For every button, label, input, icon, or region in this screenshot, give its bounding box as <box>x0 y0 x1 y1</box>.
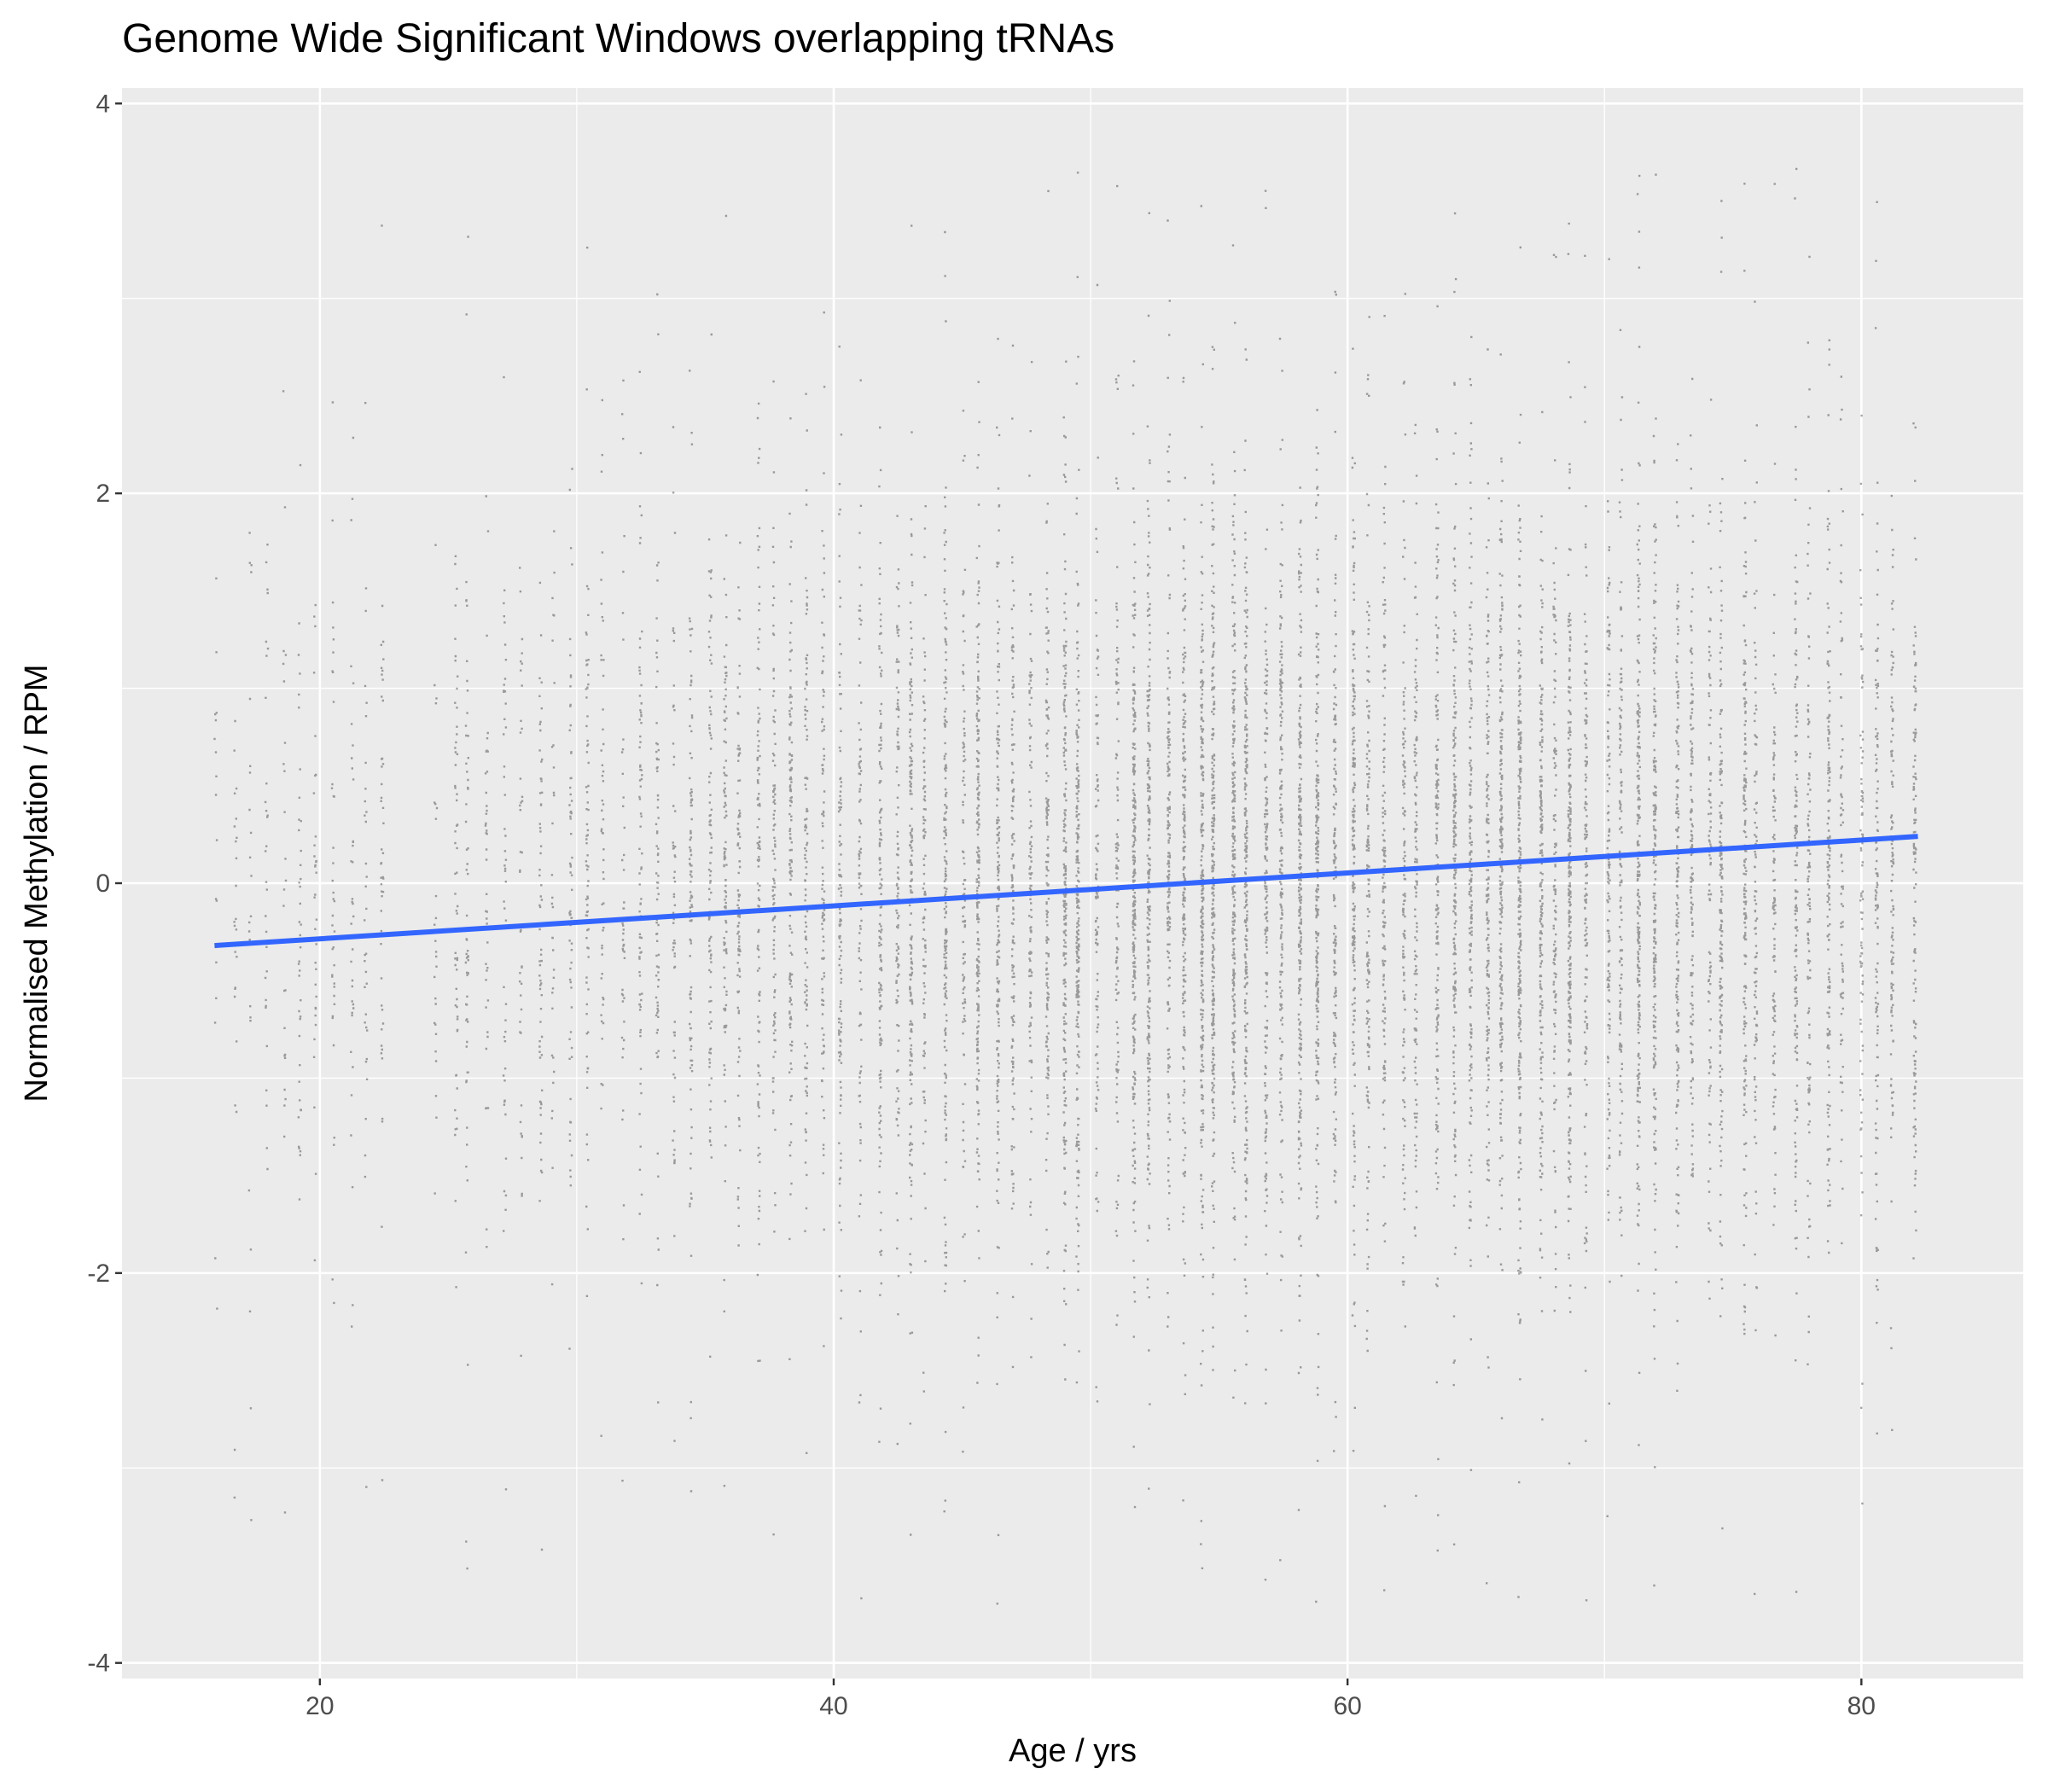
data-point-column <box>1689 377 1695 1178</box>
data-point-column <box>804 393 809 1454</box>
x-axis: 20 40 60 80 <box>305 1679 1876 1720</box>
data-point-column <box>756 402 761 1363</box>
data-point-column <box>1452 212 1457 1545</box>
data-point-column <box>1468 335 1474 1471</box>
data-point-column <box>1182 376 1187 1502</box>
x-axis-title: Age / yrs <box>1009 1733 1137 1769</box>
data-point-column <box>1839 375 1845 1245</box>
y-tick-label: 0 <box>96 870 110 898</box>
data-point-column <box>550 530 556 1286</box>
x-tick-label: 40 <box>819 1692 847 1720</box>
data-point-column <box>1618 329 1624 1277</box>
data-point-column <box>1743 183 1748 1335</box>
y-tick-label: 2 <box>96 480 110 508</box>
data-point-column <box>858 379 863 1600</box>
data-point-column <box>538 581 544 1551</box>
data-point-column <box>1498 353 1504 1420</box>
major-gridlines <box>122 88 2023 1679</box>
data-point-column <box>1132 360 1137 1509</box>
data-point-column <box>771 380 777 1536</box>
data-point-column <box>1719 200 1724 1530</box>
data-point-column <box>1413 423 1418 1498</box>
data-point-column <box>655 293 660 1404</box>
data-point-column <box>1772 183 1777 1337</box>
data-point-column <box>943 230 948 1513</box>
data-point-column <box>895 515 900 1446</box>
data-point-column <box>1297 486 1303 1511</box>
data-point-column <box>1889 494 1895 1431</box>
data-point-column <box>922 505 927 1393</box>
data-point-column <box>1146 212 1151 1490</box>
data-point-column <box>312 603 318 1262</box>
x-tick-label: 60 <box>1333 1692 1361 1720</box>
data-point-column <box>975 381 980 1384</box>
y-axis-title: Normalised Methylation / RPM <box>19 664 55 1102</box>
data-point-column <box>1166 219 1172 1328</box>
data-point-column <box>1859 414 1865 1505</box>
data-point-column <box>1351 347 1357 1452</box>
data-point-column <box>638 370 643 1285</box>
data-point-column <box>736 541 742 1247</box>
data-point-column <box>723 214 728 1487</box>
y-tick-label: -4 <box>87 1649 110 1678</box>
data-point-column <box>1114 184 1120 1326</box>
data-point-column <box>1243 348 1248 1405</box>
data-point-column <box>1794 167 1799 1593</box>
x-tick-label: 80 <box>1847 1692 1876 1720</box>
data-point-column <box>1552 253 1557 1312</box>
data-point-column <box>1807 255 1812 1366</box>
y-tick-label: 4 <box>96 90 110 118</box>
data-point-column <box>1517 246 1522 1598</box>
data-point-column <box>1912 422 1917 1260</box>
data-point-column <box>1539 410 1544 1421</box>
chart-title: Genome Wide Significant Windows overlapp… <box>122 16 1114 61</box>
data-point-column <box>1211 346 1216 1371</box>
data-point-column <box>620 379 626 1482</box>
data-point-column <box>1094 283 1100 1403</box>
trend-line <box>214 834 1918 949</box>
data-point-column <box>1485 348 1491 1585</box>
data-point-column <box>1401 293 1407 1328</box>
data-point-column <box>1010 344 1015 1369</box>
data-point-column <box>908 224 914 1536</box>
x-tick-label: 20 <box>305 1692 334 1720</box>
data-point-column <box>1264 189 1269 1581</box>
data-point-column <box>1675 443 1680 1393</box>
data-point-column <box>1434 305 1440 1552</box>
data-point-column <box>1044 189 1050 1269</box>
data-point-column <box>1567 222 1572 1465</box>
data-point-column <box>1315 409 1320 1603</box>
data-point-column <box>1583 254 1589 1602</box>
data-point-column <box>1028 361 1033 1359</box>
data-point-column <box>788 417 794 1361</box>
data-points <box>213 167 1917 1605</box>
data-point-column <box>585 247 590 1297</box>
y-tick-label: -2 <box>87 1260 110 1288</box>
trend-line-group <box>214 834 1918 949</box>
data-point-column <box>380 224 385 1481</box>
data-point-column <box>672 426 677 1442</box>
data-point-column <box>1075 172 1080 1384</box>
data-point-column <box>707 333 713 1358</box>
data-point-column <box>1062 360 1068 1381</box>
y-axis: -4 -2 0 2 4 <box>87 90 122 1678</box>
data-point-column <box>1278 337 1284 1562</box>
data-point-column <box>297 463 302 1201</box>
data-point-column <box>1231 244 1236 1399</box>
data-point-column <box>1652 173 1657 1587</box>
